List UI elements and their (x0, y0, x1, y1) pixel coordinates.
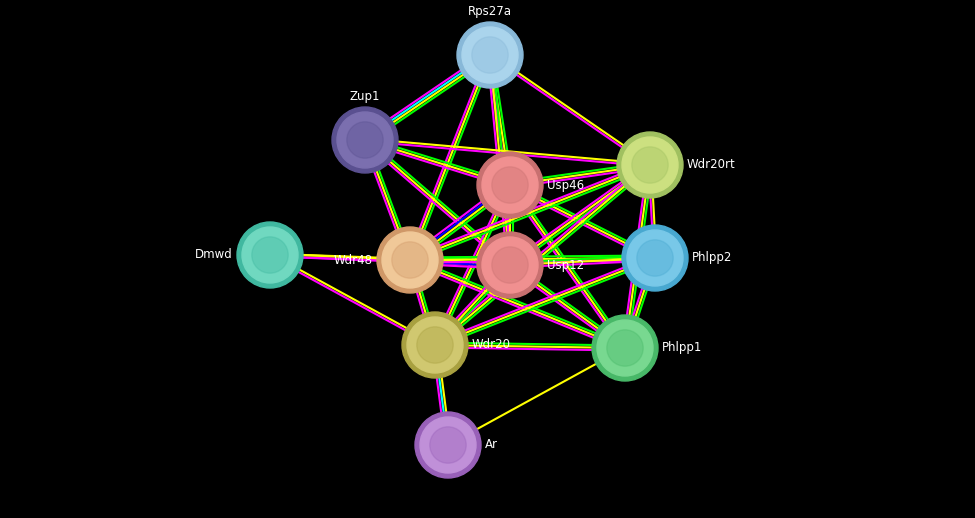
Circle shape (420, 417, 476, 473)
Circle shape (622, 137, 678, 193)
Circle shape (462, 27, 518, 83)
Text: Dmwd: Dmwd (195, 249, 233, 262)
Circle shape (392, 242, 428, 278)
Circle shape (237, 222, 303, 288)
Circle shape (337, 112, 393, 168)
Circle shape (482, 157, 538, 213)
Text: Usp46: Usp46 (547, 179, 584, 192)
Circle shape (382, 232, 438, 288)
Circle shape (637, 240, 673, 276)
Circle shape (606, 330, 644, 366)
Circle shape (491, 167, 528, 203)
Text: Wdr20rt: Wdr20rt (687, 159, 736, 171)
Circle shape (415, 412, 481, 478)
Circle shape (416, 327, 453, 363)
Text: Phlpp1: Phlpp1 (662, 341, 702, 354)
Text: Rps27a: Rps27a (468, 5, 512, 18)
Circle shape (252, 237, 289, 273)
Circle shape (592, 315, 658, 381)
Circle shape (632, 147, 668, 183)
Circle shape (477, 152, 543, 218)
Circle shape (622, 225, 688, 291)
Circle shape (472, 37, 508, 73)
Circle shape (347, 122, 383, 158)
Circle shape (597, 320, 653, 376)
Circle shape (457, 22, 523, 88)
Circle shape (627, 230, 683, 286)
Text: Phlpp2: Phlpp2 (692, 252, 732, 265)
Text: Zup1: Zup1 (350, 90, 380, 103)
Text: Wdr20: Wdr20 (472, 338, 511, 352)
Text: Wdr48: Wdr48 (334, 253, 373, 266)
Circle shape (402, 312, 468, 378)
Circle shape (377, 227, 443, 293)
Text: Ar: Ar (485, 439, 498, 452)
Circle shape (430, 427, 466, 463)
Circle shape (477, 232, 543, 298)
Circle shape (407, 317, 463, 373)
Circle shape (242, 227, 298, 283)
Circle shape (491, 247, 528, 283)
Circle shape (482, 237, 538, 293)
Text: Usp12: Usp12 (547, 258, 584, 271)
Circle shape (332, 107, 398, 173)
Circle shape (617, 132, 683, 198)
